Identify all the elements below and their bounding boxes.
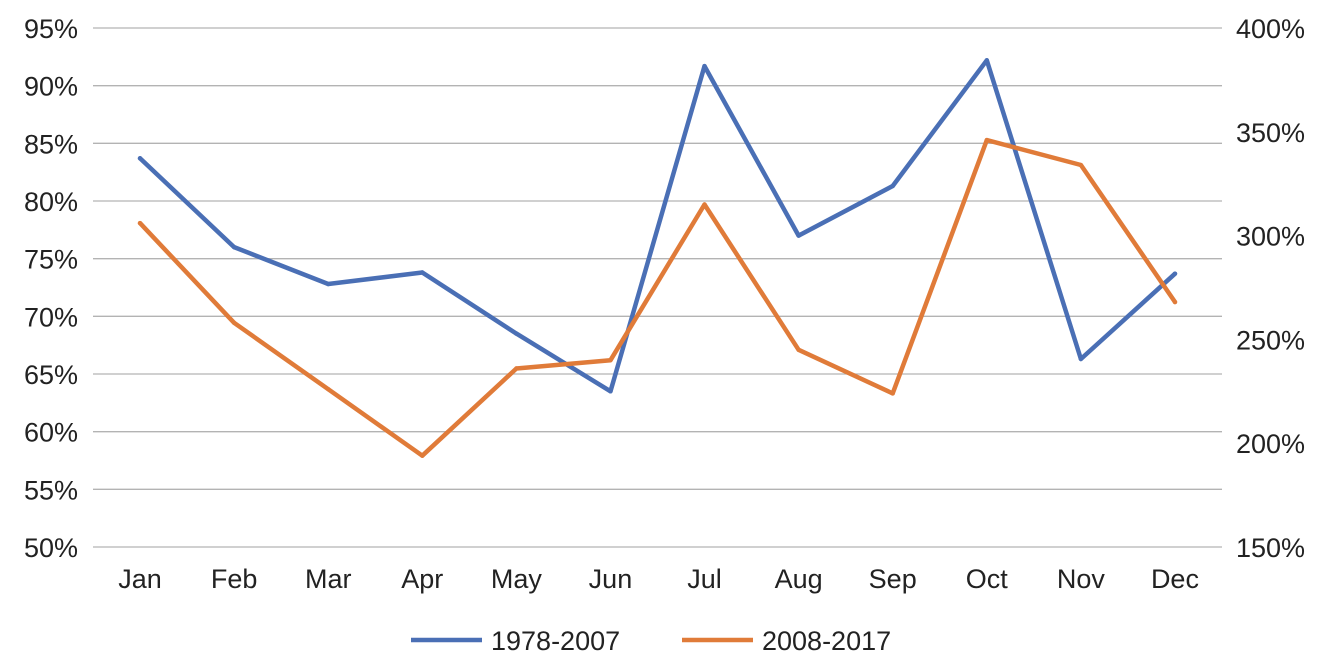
gridlines [93, 27, 1222, 548]
x-axis-tick-label: Jul [687, 564, 722, 594]
data-point [796, 347, 801, 352]
data-point [420, 453, 425, 458]
data-point [514, 331, 519, 336]
data-point [702, 202, 707, 207]
x-axis-ticks: Jan Feb Mar Apr May Jun Jul Aug Sep Oct Nov Dec [118, 564, 1199, 594]
data-point [1078, 162, 1084, 168]
left-axis-tick-label: 50% [24, 533, 78, 563]
data-point [890, 183, 895, 189]
right-axis-tick-label: 300% [1236, 222, 1305, 252]
left-axis-tick-label: 75% [24, 245, 78, 275]
data-point [137, 156, 143, 161]
series-lines [137, 58, 1178, 458]
data-point [420, 270, 425, 275]
data-point [1078, 356, 1084, 362]
data-point [326, 387, 331, 392]
data-point [608, 357, 613, 363]
x-axis-tick-label: Nov [1057, 564, 1106, 594]
series-line-1 [137, 137, 1178, 458]
data-point [890, 391, 895, 396]
x-axis-tick-label: Jun [589, 564, 633, 594]
data-point [1172, 299, 1178, 305]
left-axis-tick-label: 65% [24, 360, 78, 390]
x-axis-tick-label: Dec [1151, 564, 1199, 594]
left-axis-tick-label: 70% [24, 302, 78, 332]
x-axis-tick-label: Oct [966, 564, 1009, 594]
data-point [608, 389, 613, 394]
legend-label-1: 2008-2017 [762, 626, 891, 656]
data-point [137, 220, 143, 226]
x-axis-tick-label: Apr [401, 564, 443, 594]
right-axis-tick-label: 400% [1236, 14, 1305, 44]
data-point [1172, 271, 1178, 276]
data-point [514, 366, 519, 371]
x-axis-tick-label: Aug [775, 564, 823, 594]
data-point [984, 137, 989, 143]
left-axis-tick-label: 90% [24, 72, 78, 102]
right-axis-tick-label: 150% [1236, 533, 1305, 563]
data-point [702, 63, 707, 69]
right-axis-tick-label: 250% [1236, 325, 1305, 355]
left-axis-ticks: 95% 90% 85% 80% 75% 70% 65% 60% 55% 50% [24, 14, 78, 563]
left-axis-tick-label: 95% [24, 14, 78, 44]
data-point [231, 320, 237, 325]
legend-label-0: 1978-2007 [491, 626, 620, 656]
right-axis-ticks: 400% 350% 300% 250% 200% 150% [1236, 14, 1305, 563]
x-axis-tick-label: Jan [118, 564, 162, 594]
left-axis-tick-label: 85% [24, 129, 78, 159]
legend: 1978-2007 2008-2017 [411, 626, 891, 656]
data-point [796, 233, 801, 238]
data-point [326, 281, 331, 287]
x-axis-tick-label: May [491, 564, 543, 594]
x-axis-tick-label: Feb [211, 564, 258, 594]
x-axis-tick-label: Mar [305, 564, 352, 594]
data-point [984, 58, 989, 63]
left-axis-tick-label: 80% [24, 187, 78, 217]
right-axis-tick-label: 200% [1236, 429, 1305, 459]
series-line-0 [137, 58, 1178, 394]
left-axis-tick-label: 60% [24, 418, 78, 448]
right-axis-tick-label: 350% [1236, 118, 1305, 148]
left-axis-tick-label: 55% [24, 475, 78, 505]
data-point [231, 244, 237, 250]
x-axis-tick-label: Sep [869, 564, 917, 594]
